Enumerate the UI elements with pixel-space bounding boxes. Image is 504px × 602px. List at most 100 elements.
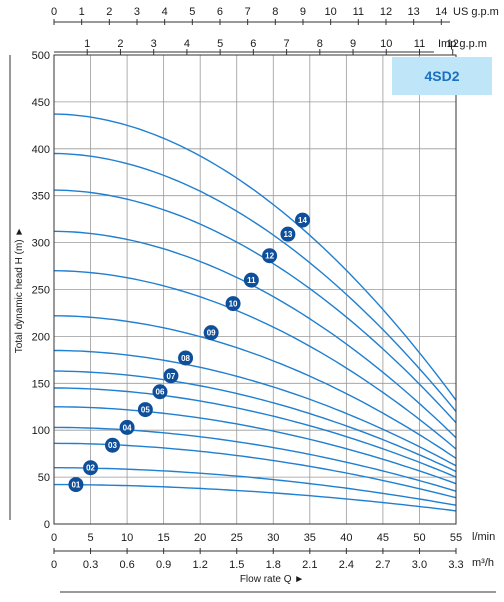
y-tick-label: 450 [32, 97, 50, 109]
series-badge-05 [137, 402, 153, 418]
x-unit-lmin: l/min [472, 531, 495, 543]
impgpm-tick-label: 10 [380, 38, 392, 50]
impgpm-tick-label: 3 [151, 38, 157, 50]
series-line-03 [53, 442, 457, 499]
series-badge-label: 12 [265, 252, 274, 261]
series-badge-label: 02 [86, 464, 95, 473]
x-tick-label-lmin: 40 [340, 532, 352, 544]
series-badge-02 [83, 460, 99, 476]
impgpm-tick-label: 12 [447, 38, 459, 50]
series-badge-13 [280, 226, 296, 242]
series-badge-01 [68, 477, 84, 493]
impgpm-tick-label: 11 [414, 38, 425, 50]
impgpm-tick-label: 9 [350, 38, 356, 50]
top-gpm-axes: 0 1 2 3 4 5 6 7 8 9 10 11 12 13 141 2 3 4 5 6 7 8 9 10 11 12 [51, 6, 459, 55]
series-badge-label: 06 [156, 388, 165, 397]
x-tick-label-lmin: 30 [267, 532, 279, 544]
y-tick-label: 350 [32, 191, 50, 203]
series-badge-label: 04 [123, 423, 132, 432]
x-axis-title: Flow rate Q ► [240, 574, 304, 585]
x-unit-m3h: m³/h [472, 557, 494, 569]
series-badge-14 [295, 212, 311, 228]
usgpm-tick-label: 0 [51, 6, 57, 18]
x-tick-label-m3h: 1.8 [266, 559, 281, 571]
x-tick-label-lmin: 10 [121, 532, 133, 544]
x-tick-label-m3h: 1.5 [229, 559, 244, 571]
y-tick-label: 300 [32, 238, 50, 250]
usgpm-tick-label: 12 [380, 6, 392, 18]
series-line-10 [53, 270, 457, 450]
usgpm-tick-label: 1 [79, 6, 85, 18]
series-badge-label: 10 [229, 300, 238, 309]
y-tick-label: 200 [32, 331, 50, 343]
x-tick-label-lmin: 25 [231, 532, 243, 544]
series-badge-label: 07 [166, 372, 175, 381]
usgpm-tick-label: 5 [189, 6, 195, 18]
x-tick-label-m3h: 2.1 [302, 559, 317, 571]
series-line-02 [54, 467, 457, 506]
x-tick-label-lmin: 45 [377, 532, 389, 544]
series-line-05 [54, 406, 457, 485]
top-unit-impgpm: Imp g.p.m [438, 38, 487, 50]
x-tick-label-m3h: 3.3 [448, 559, 463, 571]
series-line-08 [54, 349, 457, 467]
model-label-box [392, 57, 492, 95]
impgpm-tick-label: 7 [284, 38, 290, 50]
series-line-11 [53, 230, 457, 439]
plot-frame [53, 54, 457, 525]
series-line-06 [54, 387, 457, 478]
series-badge-label: 08 [181, 354, 190, 363]
series-badge-03 [104, 437, 120, 453]
usgpm-tick-label: 2 [106, 6, 112, 18]
x-tick-label-lmin: 15 [158, 532, 170, 544]
series-badge-label: 11 [247, 276, 256, 285]
series-badge-10 [225, 296, 241, 312]
impgpm-tick-label: 1 [84, 38, 90, 50]
usgpm-tick-label: 10 [325, 6, 337, 18]
series-line-09 [54, 315, 457, 459]
y-tick-label: 100 [32, 425, 50, 437]
x-tick-label-m3h: 1.2 [193, 559, 208, 571]
x-tick-label-m3h: 2.7 [375, 559, 390, 571]
series-badge-label: 14 [298, 216, 307, 225]
usgpm-tick-label: 6 [217, 6, 223, 18]
impgpm-tick-label: 8 [317, 38, 323, 50]
x-tick-label-lmin: 50 [413, 532, 425, 544]
x-tick-label-lmin: 5 [87, 532, 93, 544]
series-badge-06 [152, 384, 168, 400]
impgpm-tick-label: 5 [217, 38, 223, 50]
x-tick-label-m3h: 0.3 [83, 559, 98, 571]
x-tick-label-lmin: 35 [304, 532, 316, 544]
series-badge-label: 13 [283, 230, 292, 239]
usgpm-tick-label: 11 [353, 6, 364, 18]
usgpm-tick-label: 9 [300, 6, 306, 18]
impgpm-tick-label: 2 [117, 38, 123, 50]
x-tick-label-m3h: 0.9 [156, 559, 171, 571]
y-tick-label: 150 [32, 378, 50, 390]
series-badge-label: 03 [108, 441, 117, 450]
top-unit-usgpm: US g.p.m [453, 6, 499, 18]
impgpm-tick-label: 4 [184, 38, 190, 50]
series-badge-12 [262, 248, 278, 264]
series-badge-label: 01 [71, 481, 80, 490]
series-line-07 [54, 370, 457, 473]
usgpm-tick-label: 4 [162, 6, 168, 18]
series-line-01 [54, 483, 457, 512]
y-axis-title: Total dynamic head H (m) ► [14, 227, 25, 354]
y-tick-label: 400 [32, 144, 50, 156]
x-tick-label-m3h: 0 [51, 559, 57, 571]
usgpm-tick-label: 13 [408, 6, 420, 18]
usgpm-tick-label: 8 [272, 6, 278, 18]
series-badge-04 [119, 419, 135, 435]
x-tick-label-m3h: 3.0 [412, 559, 427, 571]
x-tick-label-m3h: 2.4 [339, 559, 354, 571]
x-tick-label-lmin: 20 [194, 532, 206, 544]
y-tick-label: 250 [32, 285, 50, 297]
x-tick-label-m3h: 0.6 [119, 559, 134, 571]
series-line-12 [53, 189, 457, 424]
series-line-04 [54, 426, 457, 492]
series-badge-11 [243, 272, 259, 288]
series-badge-09 [203, 325, 219, 341]
series-badge-08 [178, 350, 194, 366]
